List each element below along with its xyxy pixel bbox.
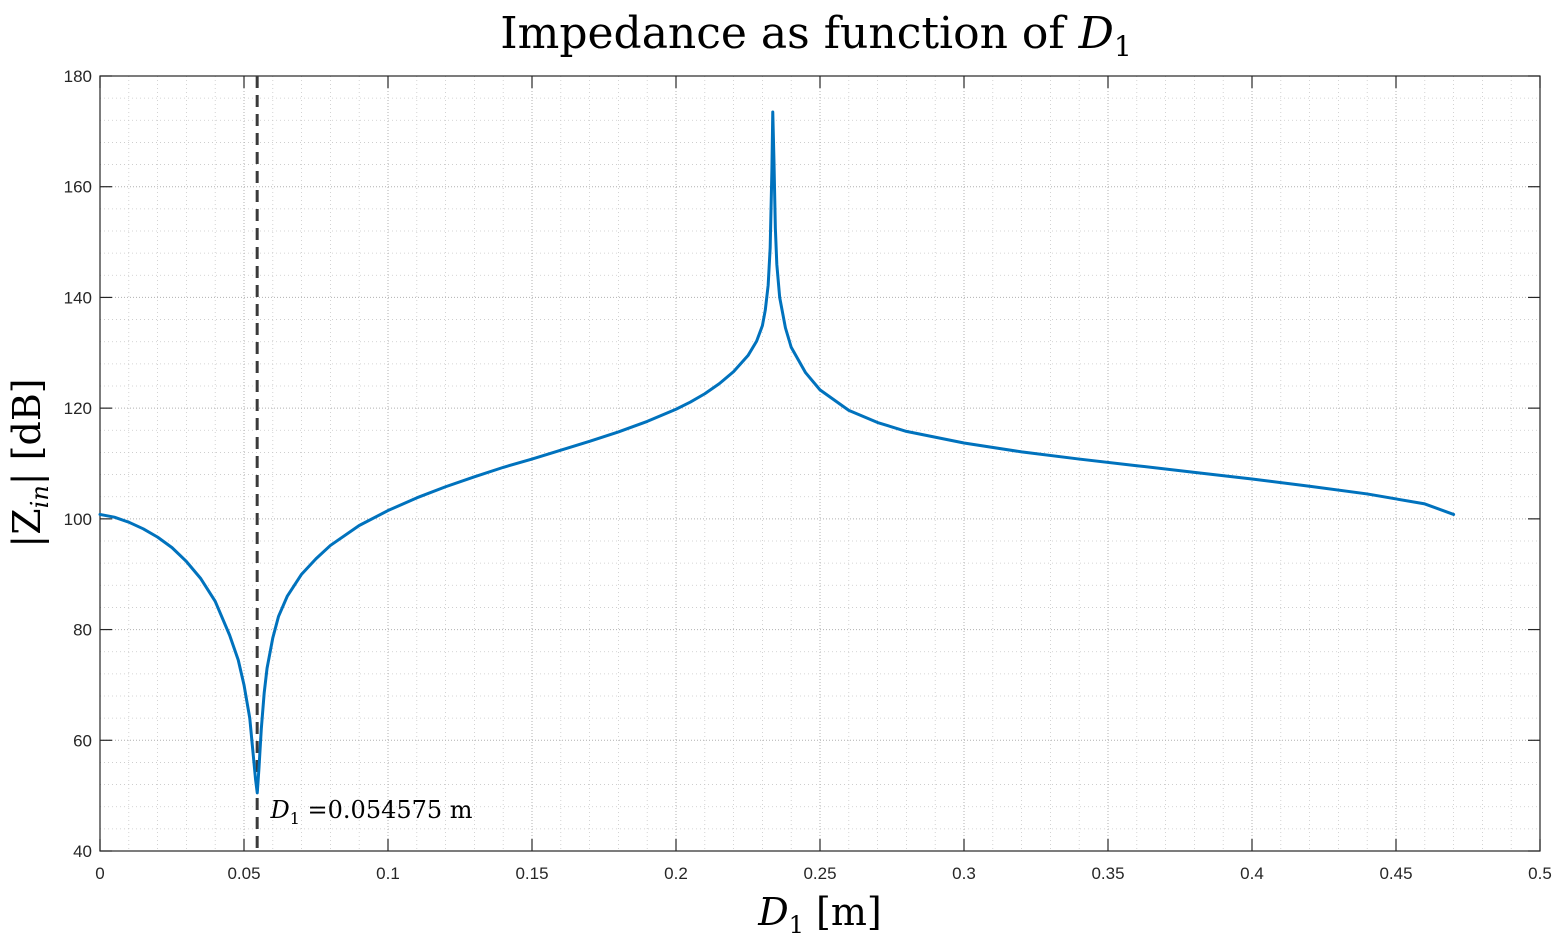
x-tick-labels: 0 0.05 0.1 0.15 0.2 0.25 0.3 0.35 0.4 0.45 0.5 xyxy=(95,864,1552,883)
y-axis-label: |Zin| [dB] xyxy=(5,378,54,547)
y-tick-label: 100 xyxy=(64,510,92,529)
y-tick-label: 140 xyxy=(64,288,92,307)
y-axis-label-pre: |Z xyxy=(5,508,49,547)
axis-ticks xyxy=(99,75,1541,852)
y-axis-label-sub: in xyxy=(26,485,54,508)
x-tick-label: 0.2 xyxy=(664,864,688,883)
y-tick-label: 120 xyxy=(64,399,92,418)
x-axis-label-var: D xyxy=(757,890,788,934)
annotation-text: =0.054575 m xyxy=(300,796,473,824)
x-tick-label: 0.35 xyxy=(1091,864,1124,883)
y-tick-labels: 40 60 80 100 120 140 160 180 xyxy=(64,67,92,861)
x-tick-label: 0.1 xyxy=(376,864,400,883)
marker-annotation: D1 =0.054575 m xyxy=(269,796,472,828)
annotation-var: D xyxy=(269,796,289,824)
x-tick-label: 0.15 xyxy=(515,864,548,883)
y-tick-label: 60 xyxy=(73,731,92,750)
x-tick-label: 0.3 xyxy=(952,864,976,883)
x-tick-label: 0.25 xyxy=(803,864,836,883)
series-line xyxy=(98,110,1456,795)
x-tick-label: 0.4 xyxy=(1240,864,1264,883)
annotation-sub: 1 xyxy=(290,809,300,828)
x-tick-label: 0.45 xyxy=(1379,864,1412,883)
y-tick-label: 40 xyxy=(73,842,92,861)
chart-title-main: Impedance as function of xyxy=(500,8,1078,59)
x-tick-label: 0.05 xyxy=(227,864,260,883)
y-axis-label-post: | [dB] xyxy=(5,378,49,485)
x-axis-label-unit: [m] xyxy=(816,890,882,934)
y-tick-label: 80 xyxy=(73,621,92,640)
x-axis-label-sub: 1 xyxy=(789,911,804,938)
y-tick-label: 180 xyxy=(64,67,92,86)
y-tick-label: 160 xyxy=(64,178,92,197)
chart-title: Impedance as function of D1 xyxy=(500,8,1132,63)
x-tick-label: 0.5 xyxy=(1528,864,1552,883)
chart-title-var: D xyxy=(1078,8,1114,59)
series-layer xyxy=(98,110,1456,795)
x-tick-label: 0 xyxy=(95,864,104,883)
x-axis-label: D1 [m] xyxy=(757,890,881,938)
chart-title-sub: 1 xyxy=(1114,30,1132,63)
